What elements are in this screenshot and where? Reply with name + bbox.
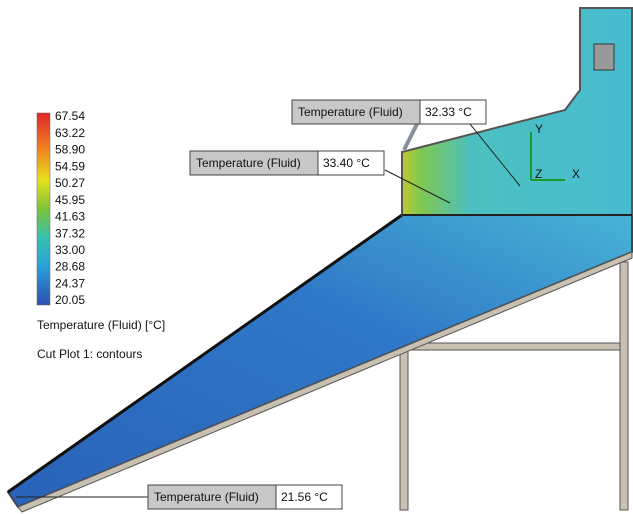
triad-z: Z — [535, 167, 542, 181]
colorbar-tick: 33.00 — [55, 243, 85, 257]
probe-name: Temperature (Fluid) — [154, 490, 259, 504]
colorbar-tick: 67.54 — [55, 109, 85, 123]
probe-label: Temperature (Fluid) 32.33 °C — [292, 100, 486, 124]
probe-label: Temperature (Fluid) 33.40 °C — [190, 151, 384, 175]
triad-x: X — [572, 167, 580, 181]
colorbar — [37, 113, 50, 305]
cfd-view: Y Z X 67.54 63.22 58.90 54.59 50.27 45.95 41.6… — [0, 0, 633, 514]
probe-value: 21.56 °C — [281, 490, 328, 504]
probe-name: Temperature (Fluid) — [196, 156, 301, 170]
colorbar-tick: 58.90 — [55, 143, 85, 157]
triad-y: Y — [535, 122, 543, 136]
legend-caption: Cut Plot 1: contours — [37, 347, 142, 361]
legend-title: Temperature (Fluid) [°C] — [37, 318, 165, 332]
probe-value: 33.40 °C — [323, 156, 370, 170]
colorbar-tick: 41.63 — [55, 210, 85, 224]
colorbar-tick: 54.59 — [55, 159, 85, 173]
probe-value: 32.33 °C — [425, 105, 472, 119]
colorbar-tick: 50.27 — [55, 176, 85, 190]
colorbar-tick: 20.05 — [55, 293, 85, 307]
probe-name: Temperature (Fluid) — [298, 105, 403, 119]
colorbar-tick: 24.37 — [55, 276, 85, 290]
colorbar-tick: 28.68 — [55, 260, 85, 274]
probe-label: Temperature (Fluid) 21.56 °C — [148, 485, 342, 509]
fan — [594, 44, 614, 70]
colorbar-tick: 63.22 — [55, 126, 85, 140]
colorbar-tick: 45.95 — [55, 193, 85, 207]
colorbar-tick: 37.32 — [55, 226, 85, 240]
